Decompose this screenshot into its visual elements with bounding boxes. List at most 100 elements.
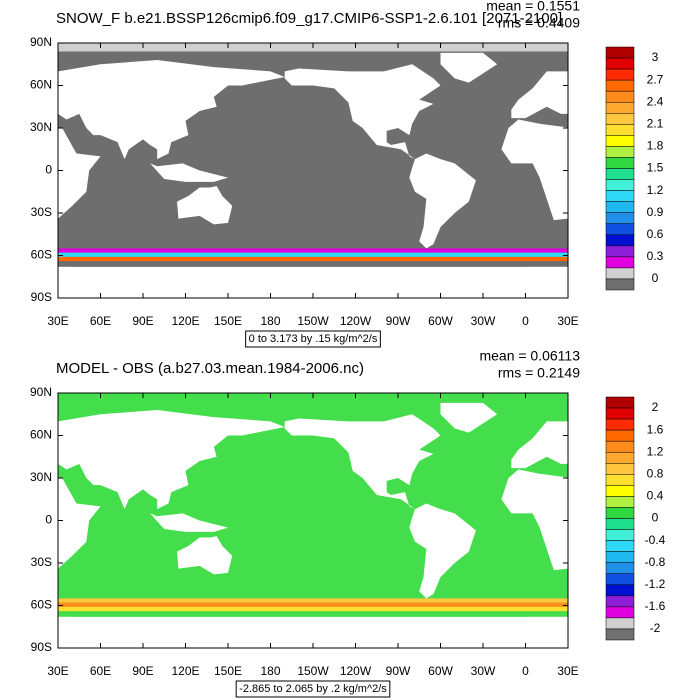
land	[501, 469, 568, 571]
colorbar-label: 0.3	[647, 249, 664, 263]
colorbar-box	[605, 201, 635, 213]
colorbar-box	[605, 245, 635, 258]
lon-label: 30E	[557, 314, 578, 328]
colorbar-label: -0.8	[645, 555, 666, 569]
colorbar-box	[605, 496, 635, 508]
land	[58, 127, 101, 219]
lat-label: 90N	[30, 385, 52, 399]
lon-label: 90W	[386, 314, 411, 328]
land	[660, 513, 700, 531]
colorbar-box	[605, 451, 635, 464]
colorbar-box	[605, 124, 635, 136]
colorbar-box	[605, 179, 635, 191]
ocean-band	[58, 248, 568, 253]
land	[525, 266, 568, 298]
lat-label: 0	[45, 513, 52, 527]
colorbar-label: -1.2	[645, 577, 666, 591]
range-box	[235, 680, 391, 698]
land	[177, 186, 233, 225]
lat-label: 30S	[31, 555, 52, 569]
colorbar-box	[605, 507, 635, 519]
colorbar-box	[605, 90, 635, 103]
land	[501, 119, 568, 221]
lon-label: 60W	[428, 314, 453, 328]
colorbar-label: 2.7	[647, 72, 664, 86]
land	[284, 64, 441, 160]
land	[58, 60, 285, 160]
lat-label: 60S	[31, 248, 52, 262]
land	[58, 616, 568, 648]
colorbar-box	[605, 474, 635, 486]
land	[58, 71, 73, 114]
land	[150, 513, 228, 532]
colorbar-box	[605, 551, 635, 563]
colorbar-box	[605, 46, 635, 59]
land	[58, 266, 73, 298]
colorbar-box	[605, 628, 635, 641]
colorbar-box	[605, 485, 635, 497]
land	[58, 410, 285, 510]
land	[511, 421, 568, 469]
colorbar-box	[605, 212, 635, 224]
lat-label: 30S	[31, 205, 52, 219]
land	[511, 71, 568, 119]
colorbar-box	[605, 234, 635, 247]
colorbar-label: 0.8	[647, 466, 664, 480]
colorbar-label: 1.5	[647, 161, 664, 175]
ocean-band	[58, 252, 568, 257]
lon-label: 60E	[90, 314, 111, 328]
land	[150, 163, 228, 182]
colorbar-label: 0.4	[647, 489, 664, 503]
colorbar-box	[605, 223, 635, 236]
lon-label: 180	[260, 314, 280, 328]
land	[687, 536, 700, 574]
lon-label: 30W	[471, 314, 496, 328]
lat-label: 60N	[30, 78, 52, 92]
colorbar-label: -0.4	[645, 533, 666, 547]
colorbar-box	[605, 529, 635, 541]
lon-label: 90E	[132, 314, 153, 328]
colorbar-box	[605, 101, 635, 114]
colorbar-box	[605, 135, 635, 147]
colorbar-box	[605, 267, 635, 280]
colorbar-box	[605, 79, 635, 92]
lon-label: 30W	[471, 664, 496, 678]
colorbar-box	[605, 146, 635, 158]
lon-label: 60W	[428, 664, 453, 678]
colorbar-box	[605, 278, 635, 291]
lon-label: 150E	[214, 314, 242, 328]
range-note: 0 to 3.173 by .15 kg/m^2/s	[249, 333, 378, 345]
mean-label: mean = 0.1551	[486, 0, 580, 14]
colorbar-label: 0	[652, 511, 659, 525]
colorbar-box	[605, 57, 635, 70]
colorbar-label: 0.6	[647, 227, 664, 241]
colorbar-box	[605, 168, 635, 180]
colorbar-label: 1.2	[647, 444, 664, 458]
lon-label: 60E	[90, 664, 111, 678]
colorbar-box	[605, 518, 635, 530]
colorbar-label: 1.2	[647, 183, 664, 197]
colorbar-box	[605, 617, 635, 630]
lat-label: 30N	[30, 470, 52, 484]
land	[284, 414, 441, 510]
land	[440, 52, 498, 83]
colorbar-box	[605, 440, 635, 453]
colorbar-box	[605, 606, 635, 619]
colorbar-box	[605, 429, 635, 442]
colorbar-label: 3	[652, 50, 659, 64]
colorbar-box	[605, 573, 635, 586]
colorbar-box	[605, 113, 635, 125]
colorbar-label: 2.1	[647, 116, 664, 130]
land	[440, 402, 498, 433]
land	[177, 536, 233, 575]
colorbar-label: 2	[652, 400, 659, 414]
lon-label: 30E	[47, 664, 68, 678]
lon-label: 180	[260, 664, 280, 678]
lat-label: 90S	[31, 290, 52, 304]
colorbar-box	[605, 418, 635, 431]
map	[58, 393, 700, 648]
lon-label: 150W	[297, 314, 329, 328]
lat-label: 60N	[30, 428, 52, 442]
colorbar-label: -2	[650, 621, 661, 635]
